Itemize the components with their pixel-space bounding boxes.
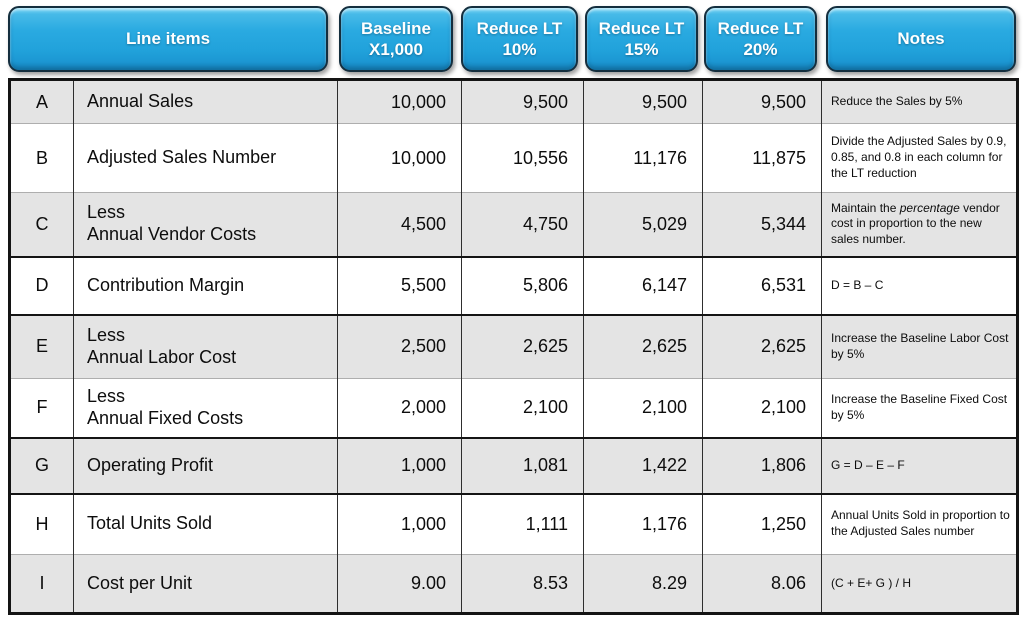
table-row-D: D Contribution Margin 5,500 5,806 6,147 6,531… <box>9 255 1018 315</box>
row-E-label: Less Annual Labor Cost <box>73 313 338 379</box>
row-I-value-lt15: 8.29 <box>583 554 703 614</box>
row-F-value-baseline: 2,000 <box>337 378 462 438</box>
row-I-note: (C + E+ G ) / H <box>821 554 1018 614</box>
row-C-label: Less Annual Vendor Costs <box>73 192 338 257</box>
row-G-value-lt20: 1,806 <box>702 436 822 494</box>
row-B-value-baseline: 10,000 <box>337 123 462 193</box>
row-A-value-baseline: 10,000 <box>337 79 462 124</box>
row-E-value-lt20: 2,625 <box>702 313 822 379</box>
row-A-label: Annual Sales <box>73 79 338 124</box>
header-label-baseline: Baseline X1,000 <box>361 18 431 59</box>
row-H-value-lt20: 1,250 <box>702 492 822 555</box>
header-button-line-items: Line items <box>8 6 328 72</box>
table-row-E: E Less Annual Labor Cost 2,500 2,625 2,625 2,6… <box>9 313 1018 379</box>
row-E-note: Increase the Baseline Labor Cost by 5% <box>821 313 1018 379</box>
table-row-B: B Adjusted Sales Number 10,000 10,556 11,176… <box>9 123 1018 193</box>
table-body: A Annual Sales 10,000 9,500 9,500 9,500 Reduce… <box>9 79 1018 614</box>
row-F-letter: F <box>9 378 74 438</box>
row-C-value-lt15: 5,029 <box>583 192 703 257</box>
row-D-value-lt20: 6,531 <box>702 255 822 315</box>
row-I-letter: I <box>9 554 74 614</box>
row-E-value-lt10: 2,625 <box>461 313 584 379</box>
row-H-label: Total Units Sold <box>73 492 338 555</box>
row-C-value-lt20: 5,344 <box>702 192 822 257</box>
row-F-label: Less Annual Fixed Costs <box>73 378 338 438</box>
row-B-note: Divide the Adjusted Sales by 0.9, 0.85, … <box>821 123 1018 193</box>
header-label-reduce-lt-10: Reduce LT 10% <box>476 18 563 59</box>
row-A-value-lt20: 9,500 <box>702 79 822 124</box>
table-row-G: G Operating Profit 1,000 1,081 1,422 1,806 G =… <box>9 436 1018 494</box>
row-G-value-lt15: 1,422 <box>583 436 703 494</box>
row-G-note: G = D – E – F <box>821 436 1018 494</box>
row-G-value-baseline: 1,000 <box>337 436 462 494</box>
row-F-value-lt20: 2,100 <box>702 378 822 438</box>
row-E-value-baseline: 2,500 <box>337 313 462 379</box>
row-D-value-lt15: 6,147 <box>583 255 703 315</box>
row-F-value-lt15: 2,100 <box>583 378 703 438</box>
row-I-value-baseline: 9.00 <box>337 554 462 614</box>
row-H-value-baseline: 1,000 <box>337 492 462 555</box>
row-D-note: D = B – C <box>821 255 1018 315</box>
row-F-note: Increase the Baseline Fixed Cost by 5% <box>821 378 1018 438</box>
row-I-label: Cost per Unit <box>73 554 338 614</box>
row-A-letter: A <box>35 91 48 112</box>
row-D-letter: D <box>9 255 74 315</box>
header-button-baseline: Baseline X1,000 <box>339 6 453 72</box>
table-row-A: A Annual Sales 10,000 9,500 9,500 9,500 Reduce… <box>9 79 1018 124</box>
row-D-value-baseline: 5,500 <box>337 255 462 315</box>
row-G-value-lt10: 1,081 <box>461 436 584 494</box>
row-B-value-lt15: 11,176 <box>583 123 703 193</box>
row-B-letter: B <box>9 123 74 193</box>
row-A-value-lt10: 9,500 <box>461 79 584 124</box>
row-H-note: Annual Units Sold in proportion to the A… <box>821 492 1018 555</box>
header-button-reduce-lt-20: Reduce LT 20% <box>704 6 817 72</box>
row-D-label: Contribution Margin <box>73 255 338 315</box>
row-B-value-lt10: 10,556 <box>461 123 584 193</box>
table-row-I: I Cost per Unit 9.00 8.53 8.29 8.06 (C + E+ G … <box>9 554 1018 614</box>
row-C-value-baseline: 4,500 <box>337 192 462 257</box>
header-button-reduce-lt-15: Reduce LT 15% <box>585 6 698 72</box>
row-H-value-lt10: 1,111 <box>461 492 584 555</box>
row-C-value-lt10: 4,750 <box>461 192 584 257</box>
row-H-letter: H <box>9 492 74 555</box>
row-D-value-lt10: 5,806 <box>461 255 584 315</box>
row-B-value-lt20: 11,875 <box>702 123 822 193</box>
table-row-C: C Less Annual Vendor Costs 4,500 4,750 5,029 5… <box>9 192 1018 257</box>
header-button-notes: Notes <box>826 6 1016 72</box>
table-row-H: H Total Units Sold 1,000 1,111 1,176 1,250 Ann… <box>9 492 1018 555</box>
row-A-note: Reduce the Sales by 5% <box>821 79 1018 124</box>
row-A-value-lt15: 9,500 <box>583 79 703 124</box>
row-F-value-lt10: 2,100 <box>461 378 584 438</box>
row-C-letter: C <box>9 192 74 257</box>
header-label-reduce-lt-15: Reduce LT 15% <box>598 18 685 59</box>
row-C-note: Maintain the percentage vendor cost in p… <box>821 192 1018 257</box>
row-G-letter: G <box>9 436 74 494</box>
row-E-value-lt15: 2,625 <box>583 313 703 379</box>
row-I-value-lt20: 8.06 <box>702 554 822 614</box>
header-label-notes: Notes <box>897 29 945 49</box>
header-button-reduce-lt-10: Reduce LT 10% <box>461 6 578 72</box>
row-I-value-lt10: 8.53 <box>461 554 584 614</box>
row-H-value-lt15: 1,176 <box>583 492 703 555</box>
row-G-label: Operating Profit <box>73 436 338 494</box>
row-B-label: Adjusted Sales Number <box>73 123 338 193</box>
header-label-reduce-lt-20: Reduce LT 20% <box>717 18 804 59</box>
table-row-F: F Less Annual Fixed Costs 2,000 2,100 2,100 2,… <box>9 378 1018 438</box>
header-label-line-items: Line items <box>125 29 211 49</box>
row-E-letter: E <box>9 313 74 379</box>
line-items-table: A Annual Sales 10,000 9,500 9,500 9,500 Reduce… <box>8 78 1019 615</box>
